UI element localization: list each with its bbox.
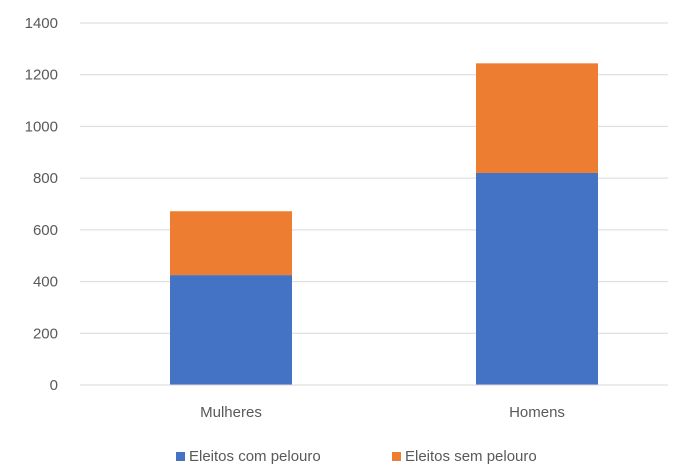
bar-homens-series-2 <box>476 63 598 173</box>
y-tick-label-1000: 1000 <box>25 118 58 135</box>
legend-swatch-series-1 <box>176 452 185 461</box>
bars <box>170 63 598 385</box>
y-tick-label-1400: 1400 <box>25 15 58 32</box>
x-tick-label-homens: Homens <box>509 404 565 421</box>
y-axis-tick-labels: 0 200 400 600 800 1000 1200 1400 <box>25 15 58 394</box>
bar-mulheres-series-2 <box>170 211 292 276</box>
legend-swatch-series-2 <box>392 452 401 461</box>
legend: Eleitos com pelouro Eleitos sem pelouro <box>176 448 537 465</box>
y-tick-label-400: 400 <box>33 274 58 291</box>
y-tick-label-600: 600 <box>33 222 58 239</box>
y-tick-label-800: 800 <box>33 170 58 187</box>
bar-mulheres-series-1 <box>170 275 292 385</box>
x-axis-tick-labels: Mulheres Homens <box>200 404 565 421</box>
y-tick-label-0: 0 <box>50 377 58 394</box>
legend-label-series-1: Eleitos com pelouro <box>189 448 321 465</box>
legend-label-series-2: Eleitos sem pelouro <box>405 448 537 465</box>
y-tick-label-200: 200 <box>33 325 58 342</box>
bar-homens-series-1 <box>476 172 598 385</box>
y-tick-label-1200: 1200 <box>25 67 58 84</box>
x-tick-label-mulheres: Mulheres <box>200 404 262 421</box>
